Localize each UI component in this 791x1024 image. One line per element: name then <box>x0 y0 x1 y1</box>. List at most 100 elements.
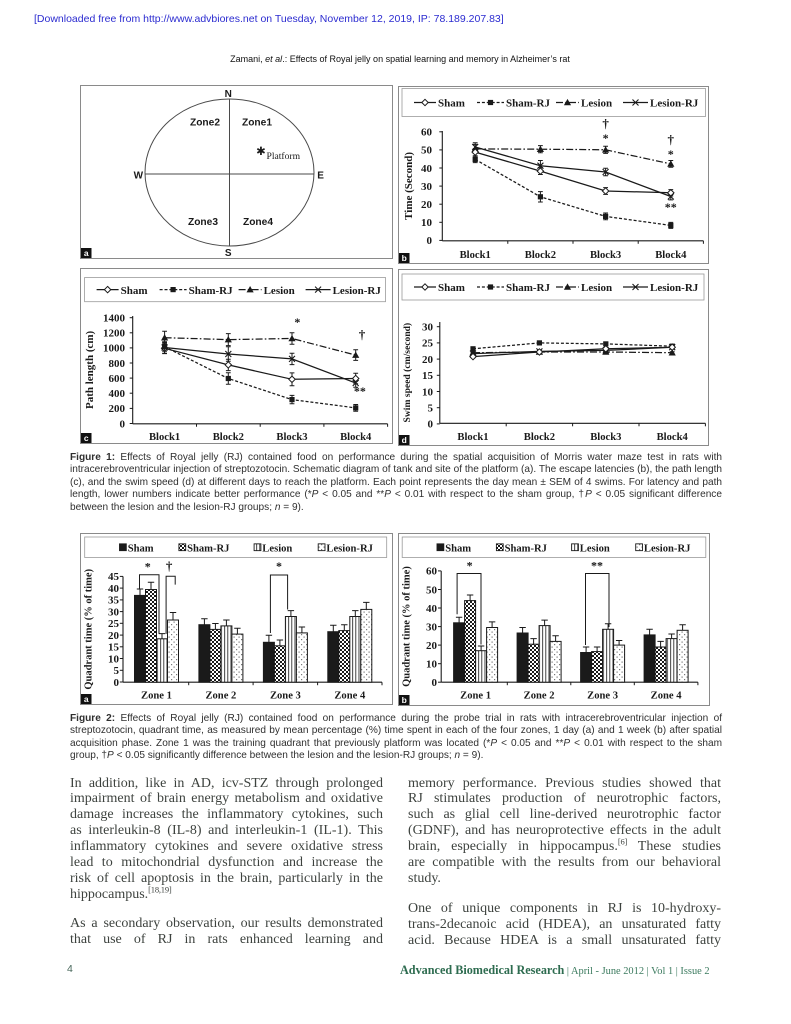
svg-text:Zone1: Zone1 <box>242 118 272 129</box>
svg-text:30: 30 <box>421 181 433 193</box>
svg-text:Lesion-RJ: Lesion-RJ <box>644 543 691 554</box>
svg-text:Path length (cm): Path length (cm) <box>84 330 96 409</box>
svg-text:Sham-RJ: Sham-RJ <box>506 282 551 294</box>
svg-text:**: ** <box>665 200 677 214</box>
svg-text:30: 30 <box>108 606 120 618</box>
svg-text:5: 5 <box>428 403 434 415</box>
svg-text:†: † <box>602 116 609 131</box>
svg-text:200: 200 <box>109 403 126 415</box>
svg-text:1200: 1200 <box>103 328 126 340</box>
svg-text:Block2: Block2 <box>213 432 244 443</box>
svg-text:Lesion-RJ: Lesion-RJ <box>650 282 699 294</box>
svg-text:†: † <box>359 327 366 342</box>
svg-text:Zone3: Zone3 <box>188 217 218 228</box>
svg-text:Block3: Block3 <box>276 432 307 443</box>
svg-text:†: † <box>166 559 173 574</box>
svg-text:Block3: Block3 <box>590 432 621 443</box>
svg-text:Block3: Block3 <box>590 250 621 261</box>
svg-text:20: 20 <box>426 640 438 652</box>
svg-text:Quadrant time (% of time): Quadrant time (% of time) <box>402 566 413 687</box>
svg-text:*: * <box>668 147 674 161</box>
svg-text:60: 60 <box>421 127 433 139</box>
svg-text:0: 0 <box>432 677 438 689</box>
svg-text:20: 20 <box>108 630 120 642</box>
svg-text:W: W <box>134 171 144 182</box>
svg-text:800: 800 <box>109 358 126 370</box>
svg-text:Swim speed (cm/second): Swim speed (cm/second) <box>402 323 413 423</box>
svg-text:5: 5 <box>114 665 120 677</box>
svg-text:Zone 2: Zone 2 <box>524 691 555 702</box>
svg-text:Zone 4: Zone 4 <box>651 691 683 702</box>
svg-text:40: 40 <box>426 603 438 615</box>
svg-text:Zone 3: Zone 3 <box>587 691 618 702</box>
svg-text:Time (Second): Time (Second) <box>403 152 415 220</box>
svg-text:*: * <box>603 131 609 145</box>
svg-text:Block4: Block4 <box>657 432 689 443</box>
svg-text:**: ** <box>354 384 366 398</box>
svg-text:Sham-RJ: Sham-RJ <box>506 98 551 110</box>
svg-text:†: † <box>668 132 675 147</box>
svg-text:Block1: Block1 <box>460 250 491 261</box>
svg-text:Block4: Block4 <box>340 432 372 443</box>
svg-text:Zone 1: Zone 1 <box>141 691 172 702</box>
svg-text:400: 400 <box>109 388 126 400</box>
svg-text:Lesion: Lesion <box>581 282 612 294</box>
svg-text:E: E <box>317 171 324 182</box>
svg-text:Zone 1: Zone 1 <box>460 691 491 702</box>
svg-text:**: ** <box>591 559 603 573</box>
svg-text:25: 25 <box>422 338 434 350</box>
svg-text:10: 10 <box>108 653 120 665</box>
svg-text:Sham-RJ: Sham-RJ <box>189 285 234 297</box>
svg-text:15: 15 <box>108 642 120 654</box>
svg-text:25: 25 <box>108 618 120 630</box>
svg-text:Quadrant time (% of time): Quadrant time (% of time) <box>84 568 95 689</box>
svg-text:10: 10 <box>422 386 434 398</box>
svg-text:30: 30 <box>422 322 434 334</box>
svg-text:Sham: Sham <box>121 285 148 297</box>
svg-text:40: 40 <box>421 163 433 175</box>
svg-text:Sham: Sham <box>438 98 465 110</box>
svg-text:30: 30 <box>426 621 438 633</box>
svg-text:*: * <box>294 315 300 329</box>
svg-text:Lesion-RJ: Lesion-RJ <box>326 543 373 554</box>
svg-text:Zone2: Zone2 <box>190 118 220 129</box>
svg-text:15: 15 <box>422 370 434 382</box>
svg-text:b: b <box>402 695 407 705</box>
svg-text:50: 50 <box>426 584 438 596</box>
svg-text:c: c <box>84 433 89 443</box>
svg-text:Lesion-RJ: Lesion-RJ <box>333 285 382 297</box>
svg-text:600: 600 <box>109 373 126 385</box>
svg-text:✱: ✱ <box>256 146 266 158</box>
svg-text:*: * <box>467 559 473 573</box>
svg-text:0: 0 <box>120 418 126 430</box>
svg-text:10: 10 <box>426 659 438 671</box>
svg-text:Lesion: Lesion <box>581 98 612 110</box>
svg-text:1400: 1400 <box>103 313 126 325</box>
svg-text:Sham: Sham <box>445 543 471 554</box>
svg-text:Zone 4: Zone 4 <box>334 691 366 702</box>
svg-text:0: 0 <box>427 235 433 247</box>
svg-text:Lesion: Lesion <box>580 543 610 554</box>
svg-text:*: * <box>145 560 151 574</box>
svg-text:10: 10 <box>421 217 433 229</box>
svg-text:Zone4: Zone4 <box>243 217 273 228</box>
svg-text:Zone 2: Zone 2 <box>205 691 236 702</box>
svg-text:Block1: Block1 <box>149 432 180 443</box>
svg-text:Block2: Block2 <box>525 250 556 261</box>
svg-text:0: 0 <box>428 419 434 431</box>
svg-text:Lesion: Lesion <box>262 543 292 554</box>
svg-text:Sham-RJ: Sham-RJ <box>505 543 547 554</box>
svg-text:60: 60 <box>426 566 438 578</box>
svg-text:50: 50 <box>421 145 433 157</box>
svg-text:b: b <box>402 253 407 263</box>
svg-text:S: S <box>225 248 232 259</box>
svg-text:Sham: Sham <box>438 282 465 294</box>
svg-text:40: 40 <box>108 583 120 595</box>
svg-text:N: N <box>225 89 232 100</box>
svg-text:Lesion: Lesion <box>264 285 295 297</box>
svg-text:Platform: Platform <box>267 151 301 162</box>
svg-text:*: * <box>276 559 282 573</box>
svg-text:20: 20 <box>421 199 433 211</box>
svg-text:35: 35 <box>108 595 120 607</box>
svg-text:45: 45 <box>108 571 120 583</box>
